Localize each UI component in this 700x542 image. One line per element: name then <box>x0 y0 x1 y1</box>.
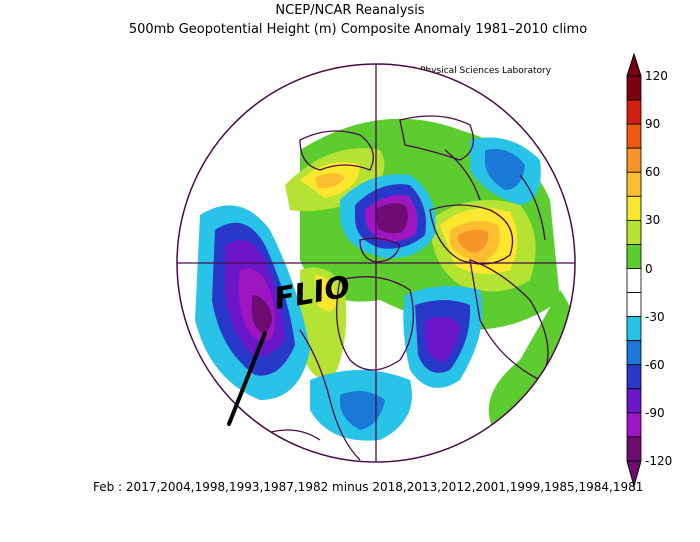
colorbar-tick-label: 120 <box>645 69 668 83</box>
colorbar-tick-label: 30 <box>645 213 661 228</box>
anomaly-field <box>177 64 575 462</box>
colorbar-cell <box>626 195 642 221</box>
chart-subtitle: 500mb Geopotential Height (m) Composite … <box>128 22 588 37</box>
colorbar-cell <box>626 123 642 149</box>
composite-years-caption: Feb : 2017,2004,1998,1993,1987,1982 minu… <box>93 480 644 494</box>
map-boundary <box>176 63 576 463</box>
colorbar-cell <box>626 316 642 342</box>
colorbar-cell <box>626 244 642 269</box>
colorbar-cell <box>626 268 642 293</box>
colorbar-cell <box>626 292 642 318</box>
colorbar-cell <box>626 364 642 390</box>
colorbar-cell <box>626 219 642 245</box>
colorbar-cell <box>626 436 642 462</box>
coastlines <box>249 115 549 461</box>
colorbar-tick-label: -120 <box>645 454 673 468</box>
chart-title: NCEP/NCAR Reanalysis <box>275 3 425 18</box>
colorbar-cell <box>626 171 642 197</box>
colorbar-cell <box>626 412 642 438</box>
colorbar-cell <box>626 147 642 173</box>
colorbar-tick-label: 0 <box>645 261 653 276</box>
colorbar-tick-label: -60 <box>645 357 665 372</box>
colorbar-cell <box>626 75 642 101</box>
colorbar-tick-label: 90 <box>645 117 661 132</box>
colorbar-tick-label: 60 <box>645 165 661 180</box>
colorbar-tick-label: -30 <box>645 309 665 324</box>
annotation-arrow <box>227 331 267 426</box>
colorbar-cell <box>626 340 642 366</box>
credit-label: NOAA Physical Sciences Laboratory <box>391 66 552 76</box>
colorbar-cell <box>626 99 642 125</box>
colorbar-tick-label: -90 <box>645 405 665 420</box>
colorbar-cell <box>626 388 642 414</box>
